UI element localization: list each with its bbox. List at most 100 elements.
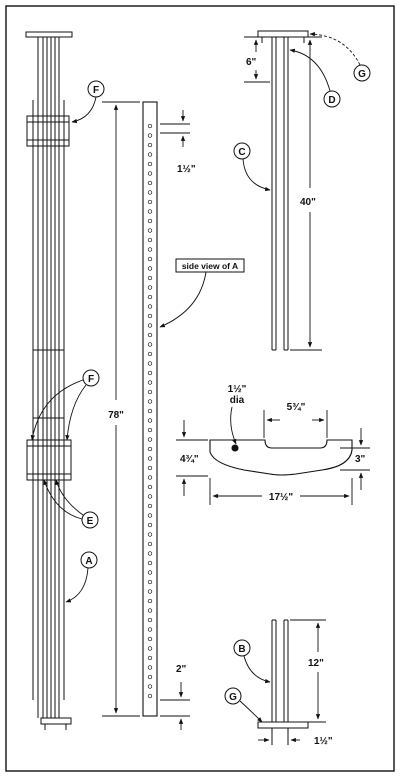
dim-base-height: 4¾" [176, 420, 208, 496]
bar-hole [147, 598, 153, 604]
dim-total-height: 78" [102, 101, 140, 717]
callout-g-top: G [309, 31, 371, 82]
perforated-bar [142, 101, 158, 717]
bar-hole [147, 180, 153, 186]
bracket-f-middle [26, 439, 72, 481]
bar-hole [147, 427, 153, 433]
dim-hole-spacing: 1½" [160, 110, 196, 175]
bar-hole [147, 693, 153, 699]
bar-hole [147, 323, 153, 328]
bar-hole [147, 228, 153, 233]
bar-hole [147, 133, 153, 138]
bar-hole [147, 332, 153, 338]
bar-hole [147, 294, 153, 300]
dim-hole-dia-value: 1½" [228, 384, 247, 395]
callout-f-mid-label: F [88, 374, 94, 385]
bar-hole [147, 313, 153, 319]
dim-rod-length-label: 40" [300, 197, 316, 208]
dim-hole-dia: 1½" dia [228, 384, 247, 445]
bottom-base [40, 717, 72, 725]
bar-hole [147, 617, 153, 623]
callout-g-top-label: G [358, 69, 366, 80]
dim-base-height-label: 4¾" [180, 454, 199, 465]
dim-slot-width: 5¾" [263, 402, 328, 438]
bar-hole [147, 209, 153, 214]
bar-hole [147, 256, 153, 262]
callout-a-label: A [85, 556, 92, 567]
bar-hole [147, 484, 153, 490]
side-view-label-text: side view of A [182, 261, 238, 271]
bar-hole [147, 655, 153, 661]
callout-g-bottom: G [224, 687, 263, 723]
dim-foot-width: 1½" [258, 736, 333, 747]
bar-hole [147, 522, 153, 528]
bar-hole [147, 171, 153, 176]
bar-hole [147, 437, 153, 442]
bar-hole [147, 532, 153, 537]
callout-f-top-label: F [93, 85, 99, 96]
dim-top-cap: 6" [244, 36, 270, 83]
dim-top-cap-label: 6" [246, 57, 257, 68]
bar-hole [147, 475, 153, 480]
dim-bottom-offset: 2" [160, 664, 190, 730]
dim-hole-dia-unit: dia [230, 395, 245, 406]
bar-hole [147, 351, 153, 357]
bar-hole [147, 152, 153, 157]
bar-hole [147, 304, 153, 309]
bar-hole [147, 608, 153, 613]
bar-hole [147, 418, 153, 423]
callout-e: E [43, 479, 99, 529]
bar-hole [147, 370, 153, 376]
bar-hole [147, 465, 153, 471]
bar-hole [147, 380, 153, 385]
callout-e-label: E [87, 516, 94, 527]
rod-assembly-top [257, 30, 309, 351]
bar-hole [147, 399, 153, 404]
bar-hole [147, 142, 153, 148]
bar-hole [147, 361, 153, 366]
bar-hole [147, 627, 153, 632]
bar-hole [147, 494, 153, 499]
bar-hole [147, 218, 153, 224]
dim-rod-length: 40" [290, 36, 322, 351]
bar-hole [147, 551, 153, 556]
callout-a: A [65, 551, 98, 603]
bar-hole [147, 503, 153, 509]
bar-hole [147, 190, 153, 195]
dim-bottom-offset-label: 2" [176, 664, 187, 675]
base-profile [209, 439, 353, 476]
bar-hole [147, 266, 153, 271]
bar-hole [147, 541, 153, 547]
bar-hole [147, 247, 153, 252]
bar-hole [147, 123, 153, 129]
bar-hole [147, 408, 153, 414]
outer-border [5, 5, 395, 772]
bar-hole [147, 446, 153, 452]
foot-plate [257, 721, 309, 729]
callout-c-label: C [238, 147, 245, 158]
side-view-label: side view of A [159, 258, 245, 328]
bar-hole [147, 456, 153, 461]
dim-total-height-label: 78" [108, 410, 124, 421]
bar-hole [147, 342, 153, 347]
bar-hole [147, 636, 153, 642]
top-cap [25, 31, 73, 38]
bar-hole [147, 275, 153, 281]
callout-b-label: B [238, 644, 245, 655]
dim-base-thickness: 3" [340, 428, 370, 490]
foot-assembly [257, 619, 309, 745]
dim-base-length-label: 17½" [269, 492, 293, 503]
callout-f-top: F [71, 80, 105, 124]
callout-f-middle: F [30, 369, 100, 441]
bar-hole [147, 665, 153, 670]
bar-hole [147, 589, 153, 594]
bar-hole [147, 579, 153, 585]
dim-base-thickness-label: 3" [355, 454, 366, 465]
bar-hole [147, 570, 153, 575]
dim-foot-width-label: 1½" [314, 736, 333, 747]
bar-hole [147, 560, 153, 566]
bar-hole [147, 285, 153, 290]
callout-g-bottom-label: G [229, 692, 237, 703]
dim-foot-height: 12" [290, 619, 326, 723]
